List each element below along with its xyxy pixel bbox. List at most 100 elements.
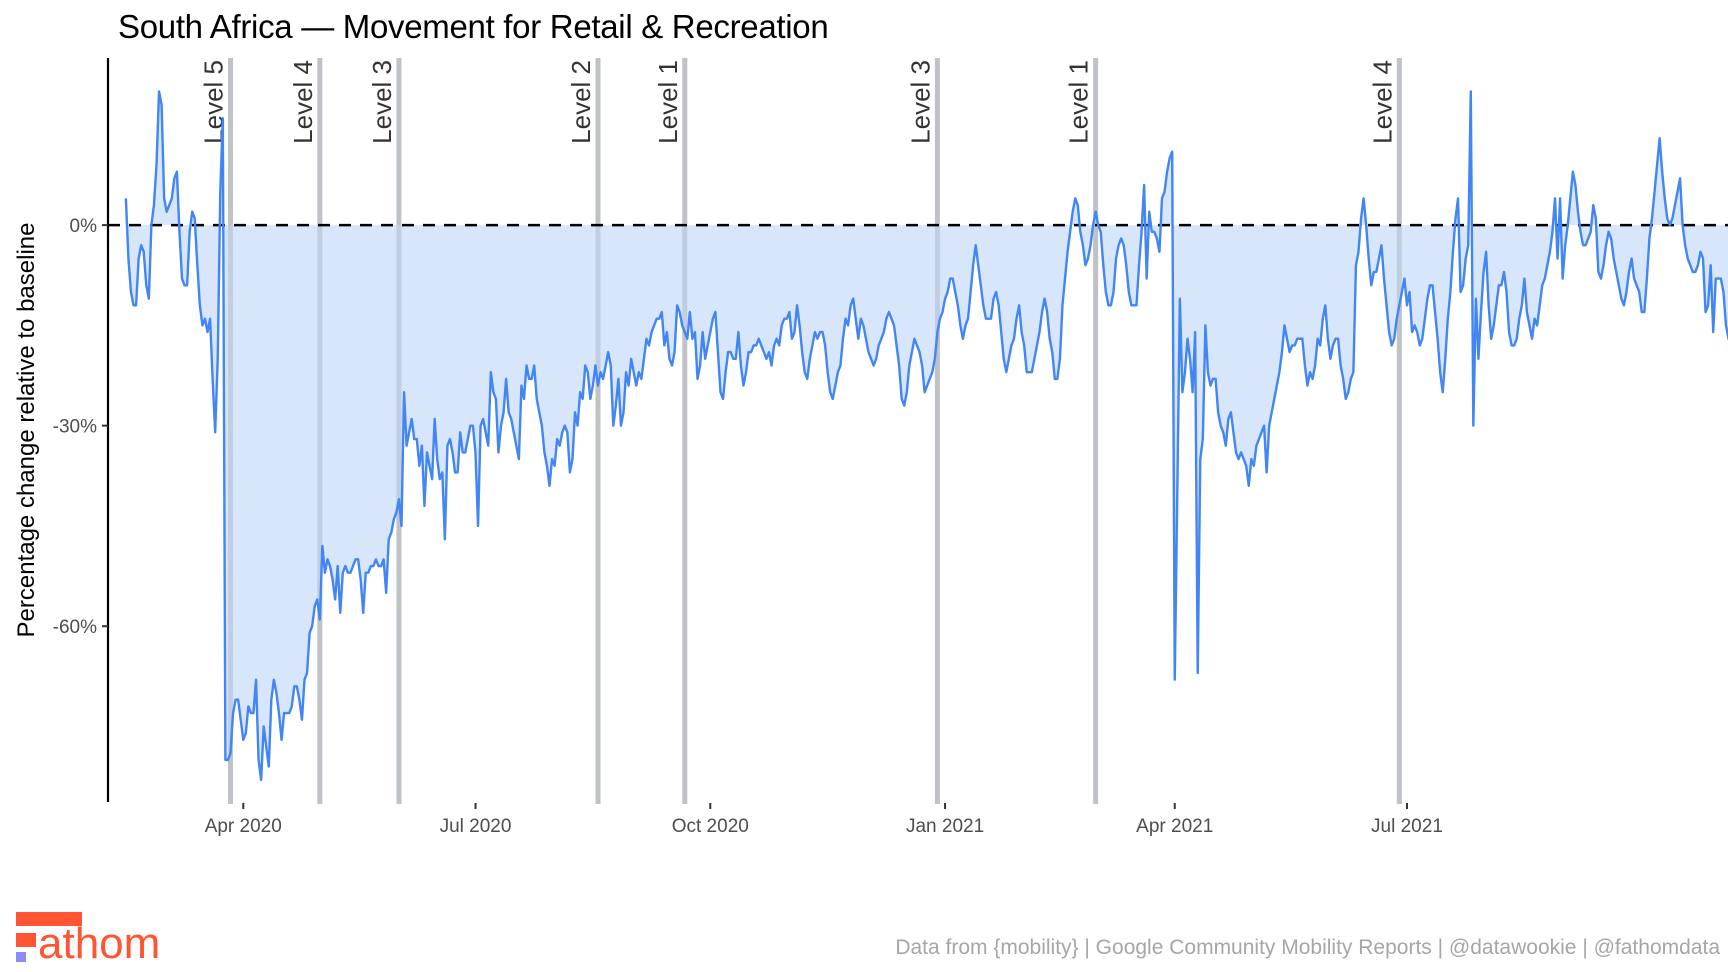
data-point	[1366, 225, 1367, 226]
data-point	[179, 231, 180, 232]
data-point	[1044, 298, 1045, 299]
data-point	[391, 532, 392, 533]
data-point	[1146, 278, 1147, 279]
data-point	[332, 579, 333, 580]
data-point	[1710, 265, 1711, 266]
data-point	[837, 372, 838, 373]
data-point	[1552, 231, 1553, 232]
data-point	[255, 679, 256, 680]
logo-square	[16, 952, 26, 962]
data-point	[1082, 245, 1083, 246]
data-point	[1200, 458, 1201, 459]
data-point	[1355, 265, 1356, 266]
data-point	[1024, 345, 1025, 346]
data-point	[266, 746, 267, 747]
data-point	[388, 539, 389, 540]
data-point	[1677, 191, 1678, 192]
data-point	[442, 472, 443, 473]
data-point	[993, 298, 994, 299]
data-point	[615, 405, 616, 406]
data-point	[904, 405, 905, 406]
axes: 0% -30% -60% Apr 2020 Jul 2020 Oct 2020 Jan 20…	[53, 58, 1443, 837]
data-point	[1649, 238, 1650, 239]
data-point	[1057, 378, 1058, 379]
data-point	[1634, 278, 1635, 279]
data-point	[342, 572, 343, 573]
data-point	[1537, 325, 1538, 326]
data-point	[881, 338, 882, 339]
data-point	[870, 358, 871, 359]
data-point	[1350, 378, 1351, 379]
level-label-3: Level 2	[566, 60, 596, 144]
data-point	[1105, 291, 1106, 292]
level-label-1: Level 4	[288, 60, 318, 144]
data-point	[1534, 318, 1535, 319]
data-point	[1215, 378, 1216, 379]
data-point	[753, 345, 754, 346]
data-point	[595, 365, 596, 366]
data-point	[1702, 258, 1703, 259]
data-point	[1623, 305, 1624, 306]
level-label-6: Level 1	[1064, 60, 1094, 144]
data-point	[539, 412, 540, 413]
data-point	[927, 385, 928, 386]
data-point	[289, 712, 290, 713]
data-point	[1353, 372, 1354, 373]
data-point	[363, 612, 364, 613]
data-point	[1225, 445, 1226, 446]
data-point	[868, 352, 869, 353]
data-point	[176, 171, 177, 172]
data-point	[1585, 245, 1586, 246]
data-point	[600, 372, 601, 373]
data-point	[1207, 372, 1208, 373]
data-point	[827, 372, 828, 373]
data-point	[973, 265, 974, 266]
data-point	[1205, 325, 1206, 326]
data-point	[439, 479, 440, 480]
data-point	[1179, 298, 1180, 299]
data-point	[651, 331, 652, 332]
data-point	[1279, 372, 1280, 373]
level-label-7: Level 4	[1367, 60, 1397, 144]
data-point	[1636, 285, 1637, 286]
data-point	[863, 325, 864, 326]
logo-wordmark: athom	[38, 919, 161, 968]
data-point	[352, 565, 353, 566]
data-point	[684, 331, 685, 332]
data-point	[1725, 325, 1726, 326]
data-point	[1156, 238, 1157, 239]
data-point	[1187, 338, 1188, 339]
data-point	[970, 291, 971, 292]
data-point	[429, 465, 430, 466]
data-point	[567, 432, 568, 433]
data-point	[1424, 318, 1425, 319]
data-point	[199, 305, 200, 306]
data-point	[1419, 345, 1420, 346]
data-point	[202, 325, 203, 326]
data-point	[1611, 238, 1612, 239]
data-point	[1166, 171, 1167, 172]
data-point	[1103, 265, 1104, 266]
data-point	[194, 218, 195, 219]
data-point	[1243, 458, 1244, 459]
data-point	[592, 385, 593, 386]
data-point	[447, 445, 448, 446]
data-point	[1422, 338, 1423, 339]
data-point	[268, 766, 269, 767]
data-point	[232, 712, 233, 713]
data-point	[768, 352, 769, 353]
x-tick-label: Jan 2021	[906, 816, 984, 837]
data-point	[184, 285, 185, 286]
data-point	[1695, 271, 1696, 272]
data-point	[350, 572, 351, 573]
data-point	[671, 365, 672, 366]
data-point	[715, 311, 716, 312]
data-point	[1468, 245, 1469, 246]
data-point	[654, 325, 655, 326]
data-point	[1284, 325, 1285, 326]
data-point	[414, 438, 415, 439]
data-point	[1521, 305, 1522, 306]
data-point	[212, 378, 213, 379]
level-label-2: Level 3	[367, 60, 397, 144]
data-point	[1687, 258, 1688, 259]
